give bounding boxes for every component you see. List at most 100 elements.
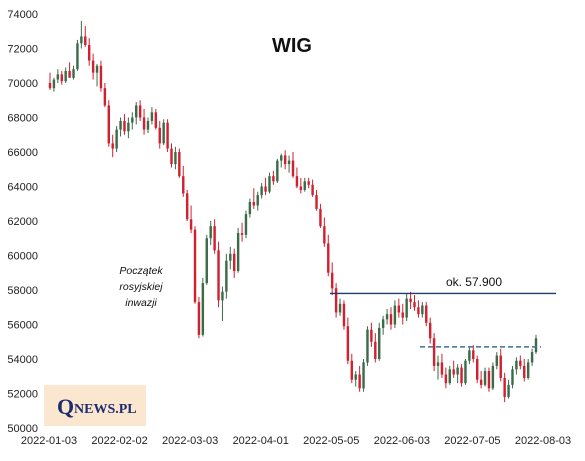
candle-body	[491, 365, 495, 389]
y-tick-label: 58000	[7, 285, 38, 297]
logo-text: NEWS.PL	[74, 402, 137, 417]
qnews-logo: Q NEWS.PL	[44, 385, 146, 426]
y-axis: 74000 72000 70000 68000 66000 64000 62000 60000…	[7, 9, 38, 435]
candle-body	[119, 120, 122, 130]
candle-body	[487, 371, 491, 389]
candle-body	[464, 360, 467, 384]
candle-body	[389, 314, 393, 325]
candle-body	[515, 360, 518, 370]
y-tick-label: 60000	[7, 251, 38, 263]
candle-body	[56, 74, 60, 80]
x-tick-label: 2022-08-03	[515, 435, 571, 447]
y-tick-label: 68000	[7, 113, 38, 125]
logo-q: Q	[57, 394, 74, 419]
candle-body	[138, 105, 142, 118]
candle-body	[530, 352, 534, 363]
candle-body	[291, 160, 295, 177]
annotation-line-3: inwazji	[125, 297, 157, 309]
candle-body	[479, 379, 483, 385]
y-tick-label: 52000	[7, 389, 38, 401]
candle-body	[123, 120, 126, 132]
candle-body	[99, 65, 103, 89]
annotation-line-2: rosyjskiej	[119, 281, 163, 293]
candle-body	[217, 250, 220, 301]
candle-body	[189, 219, 193, 230]
candle-body	[405, 298, 408, 318]
x-tick-label: 2022-01-03	[21, 435, 77, 447]
candle-body	[428, 322, 432, 339]
y-tick-label: 54000	[7, 354, 38, 366]
candle-body	[87, 45, 91, 61]
x-tick-label: 2022-04-01	[233, 435, 289, 447]
candle-body	[475, 359, 479, 380]
candle-body	[381, 319, 385, 328]
candle-body	[534, 338, 538, 353]
candle-body	[472, 350, 475, 359]
candle-body	[72, 69, 75, 78]
candle-body	[409, 298, 412, 303]
candle-body	[68, 70, 71, 78]
candle-body	[425, 305, 428, 323]
candle-body	[213, 226, 216, 251]
candle-body	[225, 260, 228, 292]
candle-body	[432, 338, 436, 366]
candle-body	[295, 176, 299, 187]
candle-body	[60, 74, 63, 82]
candle-body	[48, 83, 52, 89]
candle-body	[507, 384, 510, 397]
candle-body	[201, 283, 205, 335]
candle-body	[511, 369, 514, 385]
candle-body	[127, 122, 130, 132]
candle-body	[366, 329, 369, 363]
candle-body	[323, 226, 326, 244]
x-tick-label: 2022-06-03	[374, 435, 430, 447]
y-tick-label: 64000	[7, 182, 38, 194]
candle-body	[303, 181, 306, 190]
candle-body	[519, 360, 522, 366]
candle-body	[413, 302, 416, 308]
candle-body	[334, 288, 338, 313]
candle-body	[436, 362, 440, 366]
candle-body	[158, 127, 161, 144]
candle-body	[52, 79, 56, 89]
candle-body	[460, 367, 463, 384]
x-tick-label: 2022-07-05	[444, 435, 500, 447]
candle-body	[236, 233, 240, 272]
candle-body	[197, 302, 201, 335]
candle-body	[374, 341, 377, 359]
candle-body	[150, 112, 154, 121]
candle-body	[421, 305, 424, 315]
candle-body	[299, 186, 303, 190]
candle-body	[221, 291, 224, 301]
y-tick-label: 70000	[7, 78, 38, 90]
y-tick-label: 66000	[7, 147, 38, 159]
candle-body	[503, 377, 506, 397]
candle-body	[523, 365, 526, 378]
candle-body	[142, 117, 146, 130]
x-tick-label: 2022-02-02	[91, 435, 147, 447]
candle-body	[499, 355, 502, 378]
candle-body	[131, 117, 134, 123]
candle-body	[370, 329, 373, 342]
candle-body	[111, 143, 114, 149]
candle-body	[256, 195, 259, 206]
candle-body	[397, 305, 401, 313]
candle-body	[248, 202, 252, 215]
candle-body	[178, 152, 181, 177]
candle-body	[135, 105, 138, 118]
y-tick-label: 62000	[7, 216, 38, 228]
candle-body	[342, 303, 346, 327]
candle-body	[483, 371, 487, 385]
candle-body	[76, 43, 79, 70]
invasion-annotation: Początek rosyjskiej inwazji	[119, 265, 163, 309]
y-tick-label: 72000	[7, 44, 38, 56]
candle-body	[80, 36, 83, 44]
candle-body	[64, 70, 67, 82]
candle-body	[240, 233, 244, 235]
candle-body	[287, 160, 291, 165]
candle-body	[84, 36, 87, 46]
candle-body	[252, 202, 256, 206]
candle-body	[283, 155, 287, 165]
candle-body	[229, 253, 232, 261]
